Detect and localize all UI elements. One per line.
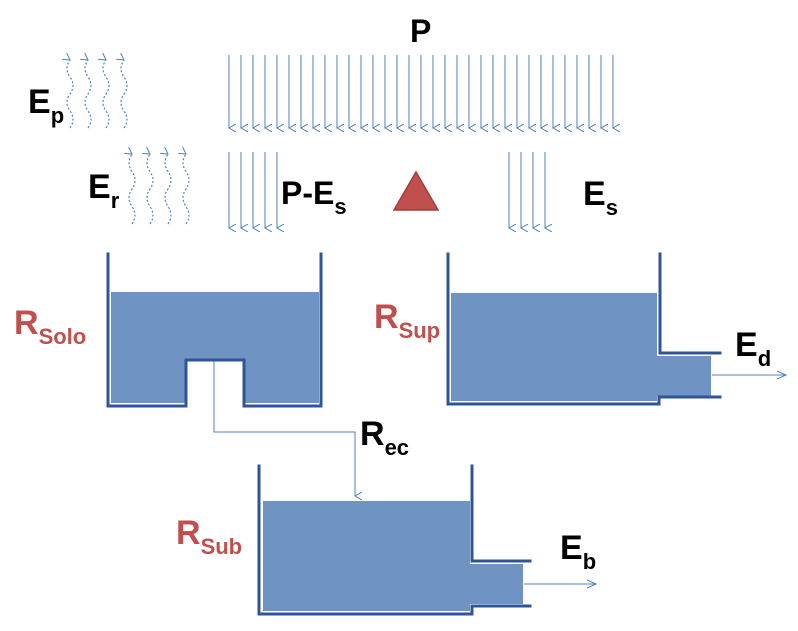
ep-wave <box>121 60 128 129</box>
label-ed: Ed <box>735 326 771 371</box>
label-er: Er <box>88 168 120 213</box>
er-wave <box>183 154 190 225</box>
ep-wave <box>103 60 110 129</box>
er-wave <box>129 154 136 225</box>
ep-evaporation-waves <box>67 60 128 129</box>
precipitation-arrows <box>229 55 613 128</box>
ep-wave <box>67 60 74 129</box>
red-triangle-icon <box>392 170 440 211</box>
label-r-sub: RSub <box>176 514 242 559</box>
ep-wave <box>85 60 92 129</box>
label-r-solo: RSolo <box>14 304 86 349</box>
label-r-sup: RSup <box>374 298 440 343</box>
label-rec: Rec <box>360 415 409 460</box>
surface-reservoir <box>446 252 722 406</box>
er-wave <box>165 154 172 225</box>
label-es: Es <box>583 175 618 220</box>
label-p: P <box>410 13 431 49</box>
p-minus-es-arrows <box>229 152 277 228</box>
label-ep: Ep <box>28 83 64 128</box>
recharge-arrow <box>213 361 355 496</box>
er-wave <box>147 154 154 225</box>
subsurface-reservoir <box>257 464 532 616</box>
label-p-minus-es: P-Es <box>281 175 347 219</box>
es-arrows <box>509 152 545 228</box>
label-eb: Eb <box>560 529 596 574</box>
er-evaporation-waves <box>129 154 190 225</box>
soil-reservoir <box>106 252 323 408</box>
